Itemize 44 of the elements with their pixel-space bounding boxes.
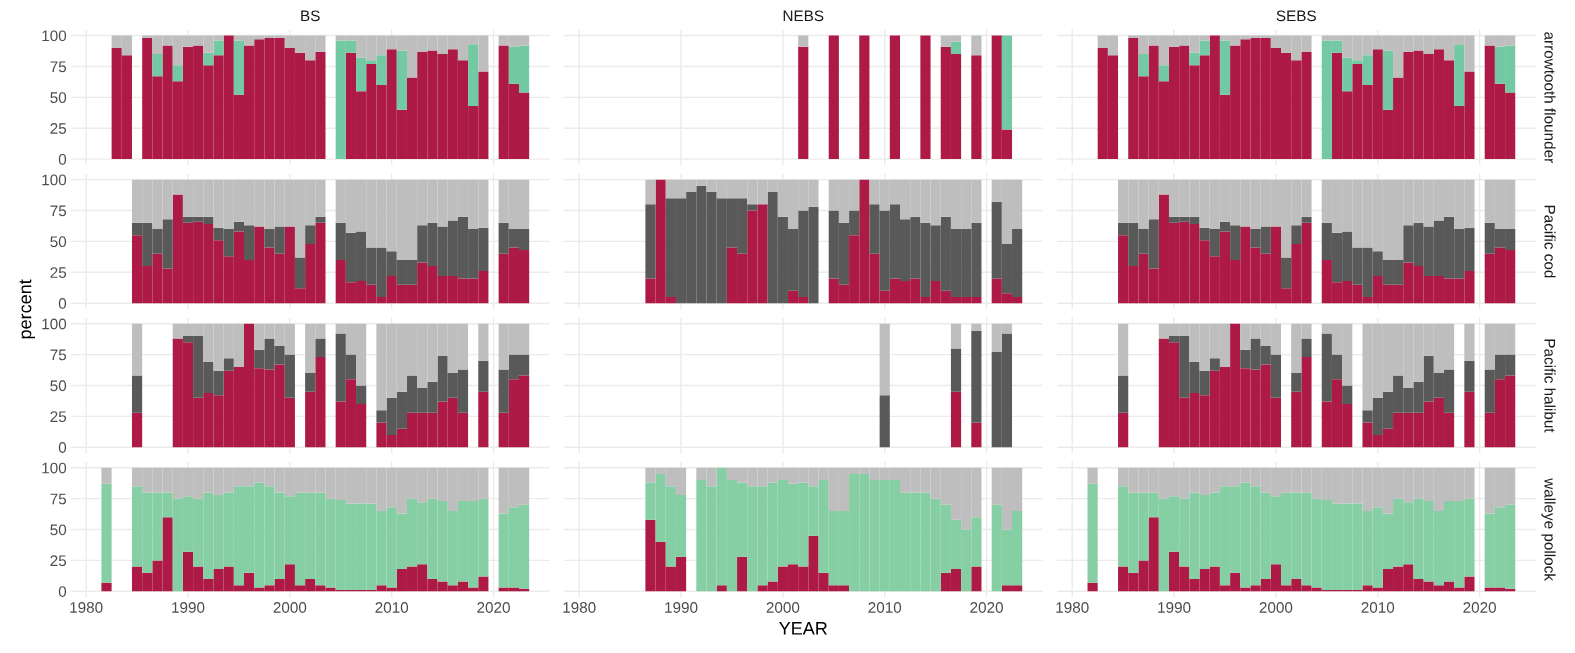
chart-title: SEBS (1276, 10, 1316, 22)
y-tick-label: 100 (42, 318, 67, 330)
y-tick-label: 0 (58, 153, 67, 165)
y-tick-label: 25 (50, 267, 67, 278)
y-tick-label: 0 (58, 442, 67, 453)
x-tick-label: 2010 (375, 602, 409, 613)
y-tick-label: 50 (50, 524, 67, 536)
y-tick-label: 0 (58, 298, 67, 309)
y-tick-label: 100 (42, 30, 67, 42)
y-tick-label: 25 (50, 411, 67, 423)
x-tick-label: 2000 (766, 602, 800, 613)
text: Pacific cod (1544, 205, 1556, 278)
y-tick-label: 100 (42, 174, 67, 186)
y-tick-label: 25 (50, 123, 67, 134)
x-tick-label: 1990 (172, 602, 205, 613)
x-tick-label: 2000 (1259, 602, 1293, 613)
x-tick-label: 1990 (665, 602, 698, 613)
x-tick-label: 2000 (273, 602, 307, 613)
text: arrowtooth flounder (1544, 32, 1556, 163)
x-tick-label: 1990 (1158, 602, 1191, 613)
x-tick-label: 2020 (1463, 602, 1497, 613)
y-tick-label: 100 (42, 462, 67, 474)
y-tick-label: 50 (50, 92, 67, 104)
chart-title: BS (301, 10, 320, 22)
y-tick-label: 75 (50, 205, 67, 217)
x-tick-label: 1980 (1056, 602, 1089, 613)
x-tick-label: 2020 (970, 602, 1003, 613)
y-tick-label: 25 (50, 555, 67, 567)
x-tick-label: 1980 (563, 602, 596, 613)
chart-title: NEBS (783, 10, 824, 22)
x-tick-label: 2010 (868, 602, 902, 613)
y-axis-title: percent (19, 279, 35, 339)
x-tick-label: 2010 (1361, 602, 1395, 613)
y-tick-label: 75 (50, 61, 67, 73)
y-tick-label: 75 (50, 493, 67, 505)
x-tick-label: 2020 (477, 602, 510, 613)
y-tick-label: 0 (58, 586, 67, 597)
x-axis-title: YEAR (779, 622, 827, 635)
x-tick-label: 1980 (70, 602, 103, 613)
y-tick-label: 50 (50, 236, 67, 248)
y-tick-label: 75 (50, 349, 67, 361)
text: Pacific halibut (1544, 339, 1556, 433)
text: walleye pollock (1541, 478, 1556, 581)
y-tick-label: 50 (50, 380, 67, 392)
